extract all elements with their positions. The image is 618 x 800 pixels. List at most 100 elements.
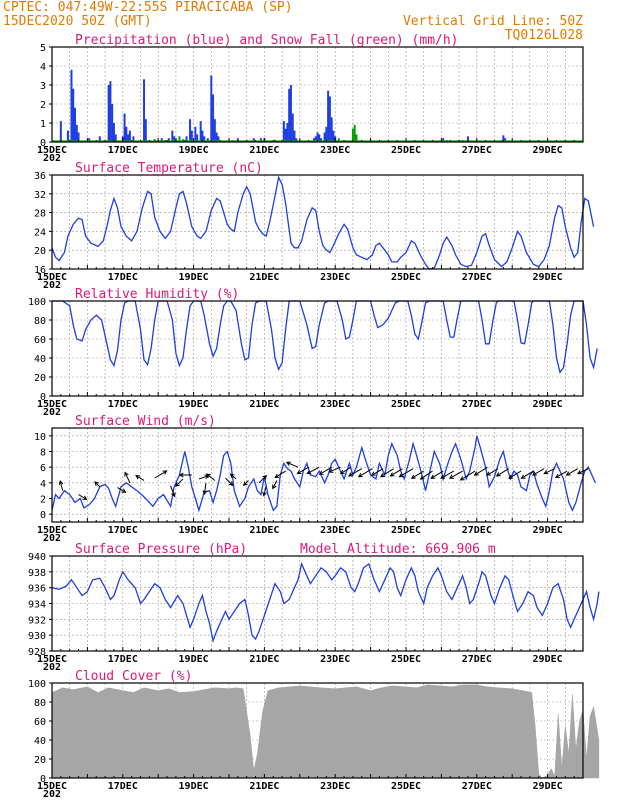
precip-ytick-label: 3 <box>40 81 46 92</box>
precip-bar-blue <box>320 138 323 142</box>
wind-vector <box>410 470 424 479</box>
precip-bar-blue <box>123 113 126 142</box>
wind-vector <box>328 466 341 473</box>
precip-xtick-label: 29DEC <box>533 145 563 156</box>
wind-vector <box>520 470 534 479</box>
cloud-panel: 0 20 40 60 80 100 15DEC 17DEC 19DEC 21DEC 23DEC 25D… <box>28 669 600 800</box>
precip-bar-blue <box>167 138 170 142</box>
precip-ytick-label: 1 <box>40 119 46 130</box>
precip-bar-blue <box>189 119 192 142</box>
wind-xtick-label: 23DEC <box>320 525 350 536</box>
wind-vector <box>285 461 299 468</box>
precip-bar-blue <box>125 126 128 142</box>
rh-xtick-label: 25DEC <box>391 399 421 410</box>
precip-bar-blue <box>314 136 317 142</box>
rh-xtick-label: 17DEC <box>108 399 138 410</box>
temp-xtick-label: 23DEC <box>320 272 350 283</box>
rh-xtick-label: 21DEC <box>249 399 279 410</box>
precip-bar-blue <box>144 119 147 142</box>
precip-bar-blue <box>252 138 255 142</box>
header-grid-note: Vertical Grid Line: 50Z <box>403 14 583 29</box>
pressure-panel: 928 930 932 934 936 938 940 15DEC 17DEC 19DEC 21DE… <box>28 542 600 673</box>
cloud-xtick-label: 29DEC <box>533 781 563 792</box>
wind-xtick-label: 19DEC <box>179 525 209 536</box>
rh-line <box>52 300 598 374</box>
precip-bar-blue <box>98 136 101 142</box>
precip-bar-blue <box>284 128 287 142</box>
rh-ytick-label: 40 <box>34 354 46 365</box>
wind-vector <box>531 468 545 476</box>
wind-vector <box>508 470 522 479</box>
header-model-code: TQ0126L028 <box>505 28 583 43</box>
precip-bar-green <box>178 136 181 142</box>
pressure-year-stub: 202 <box>43 662 61 673</box>
precip-bar-blue <box>160 138 163 142</box>
cloud-ytick-label: 40 <box>34 736 46 747</box>
precip-bar-blue <box>190 130 193 142</box>
wind-vector <box>318 466 332 475</box>
pressure-subtitle: Model Altitude: 669.906 m <box>300 542 496 557</box>
wind-ytick-label: 0 <box>40 510 46 521</box>
wind-title: Surface Wind (m/s) <box>75 414 216 429</box>
rh-ytick-label: 80 <box>34 316 46 327</box>
wind-vector <box>135 475 145 481</box>
precip-bar-blue <box>466 136 469 142</box>
precip-bar-blue <box>66 130 69 142</box>
cloud-ytick-label: 20 <box>34 755 46 766</box>
precip-xtick-label: 17DEC <box>108 145 138 156</box>
temp-xtick-label: 17DEC <box>108 272 138 283</box>
wind-vector <box>339 466 352 475</box>
pressure-ytick-label: 934 <box>28 600 46 611</box>
precip-xtick-label: 15DEC <box>37 145 67 156</box>
pressure-ytick-label: 936 <box>28 584 46 595</box>
wind-vector <box>170 485 176 498</box>
wind-vector <box>202 482 208 496</box>
wind-xtick-label: 21DEC <box>249 525 279 536</box>
wind-vector <box>78 494 88 500</box>
precip-bar-blue <box>212 94 215 142</box>
precip-bar-blue <box>109 81 112 142</box>
precip-bar-blue <box>259 138 262 142</box>
precip-bar-blue <box>206 138 209 142</box>
pressure-xtick-label: 25DEC <box>391 654 421 665</box>
rh-ytick-label: 20 <box>34 373 46 384</box>
wind-vector <box>154 470 168 479</box>
pressure-xtick-label: 23DEC <box>320 654 350 665</box>
wind-ytick-label: 6 <box>40 463 46 474</box>
pressure-xtick-label: 17DEC <box>108 654 138 665</box>
temp-ytick-label: 20 <box>34 246 46 257</box>
wind-vector <box>473 466 488 476</box>
pressure-xtick-label: 29DEC <box>533 654 563 665</box>
rh-ytick-label: 60 <box>34 335 46 346</box>
wind-vector <box>495 468 509 477</box>
precip-bar-blue <box>282 121 285 142</box>
rh-panel: 0 20 40 60 80 100 15DEC 17DEC 19DEC 21DEC 23DEC 25D… <box>28 287 598 418</box>
precip-bar-blue <box>288 88 291 142</box>
temp-ytick-label: 16 <box>34 265 46 276</box>
wind-vector <box>419 470 433 480</box>
cloud-xtick-label: 19DEC <box>179 781 209 792</box>
cloud-xtick-label: 17DEC <box>108 781 138 792</box>
pressure-xtick-label: 21DEC <box>249 654 279 665</box>
precip-bar-blue <box>201 130 204 142</box>
precip-bar-blue <box>291 113 294 142</box>
precip-bar-blue <box>293 130 296 142</box>
precip-bar-blue <box>185 136 188 142</box>
precip-bar-blue <box>143 79 146 142</box>
temp-xtick-label: 25DEC <box>391 272 421 283</box>
wind-vector <box>448 470 463 479</box>
rh-xtick-label: 15DEC <box>37 399 67 410</box>
wind-vector <box>206 473 216 481</box>
precip-xtick-label: 27DEC <box>462 145 492 156</box>
precip-bar-blue <box>72 88 75 142</box>
precip-bar-green <box>351 128 354 142</box>
wind-vector <box>485 468 499 476</box>
precip-bar-blue <box>332 130 335 142</box>
rh-xtick-label: 29DEC <box>533 399 563 410</box>
wind-vector <box>554 470 568 479</box>
precip-bar-blue <box>289 85 292 142</box>
precip-bar-blue <box>111 104 114 142</box>
cloud-ytick-label: 60 <box>34 717 46 728</box>
temp-ytick-label: 24 <box>34 227 46 238</box>
temp-title: Surface Temperature (nC) <box>75 161 263 176</box>
